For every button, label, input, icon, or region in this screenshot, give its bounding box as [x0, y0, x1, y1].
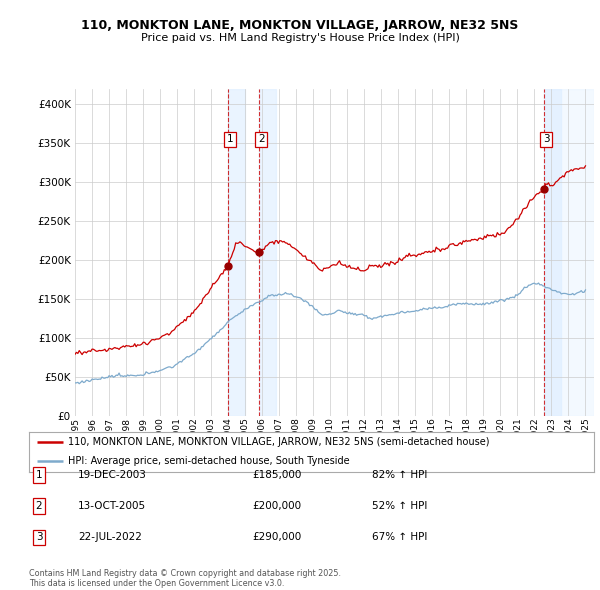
Text: 82% ↑ HPI: 82% ↑ HPI: [372, 470, 427, 480]
Text: 110, MONKTON LANE, MONKTON VILLAGE, JARROW, NE32 5NS: 110, MONKTON LANE, MONKTON VILLAGE, JARR…: [82, 19, 518, 32]
Text: 13-OCT-2005: 13-OCT-2005: [78, 502, 146, 511]
Text: 2: 2: [35, 502, 43, 511]
Text: 3: 3: [35, 533, 43, 542]
Text: £185,000: £185,000: [252, 470, 301, 480]
Text: £200,000: £200,000: [252, 502, 301, 511]
Text: £290,000: £290,000: [252, 533, 301, 542]
Bar: [227, 88, 245, 416]
Text: HPI: Average price, semi-detached house, South Tyneside: HPI: Average price, semi-detached house,…: [68, 455, 350, 466]
Text: 1: 1: [227, 135, 233, 144]
Text: 67% ↑ HPI: 67% ↑ HPI: [372, 533, 427, 542]
Text: Price paid vs. HM Land Registry's House Price Index (HPI): Price paid vs. HM Land Registry's House …: [140, 33, 460, 43]
Text: Contains HM Land Registry data © Crown copyright and database right 2025.
This d: Contains HM Land Registry data © Crown c…: [29, 569, 341, 588]
Text: 2: 2: [258, 135, 265, 144]
Text: 19-DEC-2003: 19-DEC-2003: [78, 470, 147, 480]
Text: 22-JUL-2022: 22-JUL-2022: [78, 533, 142, 542]
Text: 52% ↑ HPI: 52% ↑ HPI: [372, 502, 427, 511]
Bar: [259, 88, 275, 416]
Bar: [544, 88, 561, 416]
Bar: [544, 88, 594, 416]
Text: 110, MONKTON LANE, MONKTON VILLAGE, JARROW, NE32 5NS (semi-detached house): 110, MONKTON LANE, MONKTON VILLAGE, JARR…: [68, 437, 490, 447]
Text: 3: 3: [543, 135, 550, 144]
Text: 1: 1: [35, 470, 43, 480]
